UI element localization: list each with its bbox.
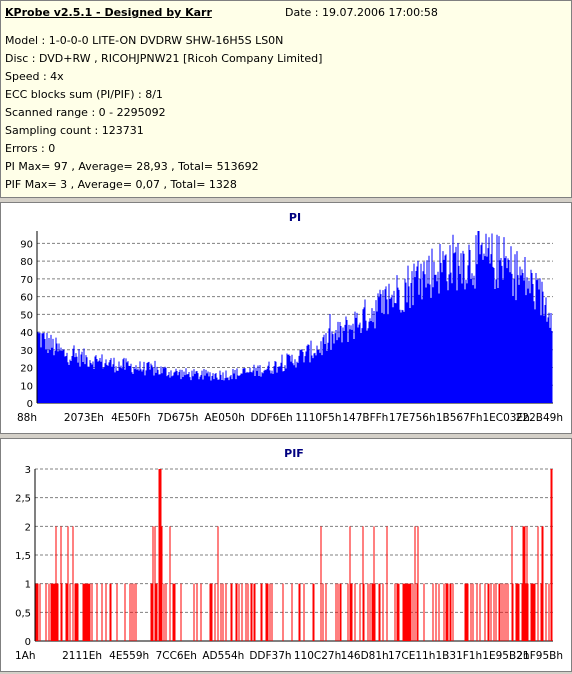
app-title: KProbe v2.5.1 - Designed by Karr xyxy=(5,6,212,19)
pif-chart: PIF 0 0,5 1 1,5 2 2,5 3 1Ah 2111Eh 4E559h 7CC6Eh AD5… xyxy=(15,447,563,662)
pi-x-tick-label: AE050h xyxy=(204,412,245,424)
pif-y-tick-label: 0 xyxy=(25,637,31,648)
info-model: Model : 1-0-0-0 LITE-ON DVDRW SHW-16H5S … xyxy=(5,34,284,47)
pif-x-tick-label: 1B31F1h xyxy=(436,650,483,662)
pif-y-tick-label: 2,5 xyxy=(15,494,31,505)
pif-y-tick-label: 1 xyxy=(25,580,31,591)
pi-x-tick-label: 2073Eh xyxy=(64,412,104,424)
pi-chart-title: PI xyxy=(289,211,301,224)
pif-x-tick-label: AD554h xyxy=(202,650,244,662)
pi-series xyxy=(37,231,553,403)
pif-x-tick-label: 4E559h xyxy=(109,650,149,662)
pi-y-tick-label: 30 xyxy=(20,346,33,357)
pif-y-tick-label: 2 xyxy=(25,522,31,533)
pif-x-tick-label: 1Ah xyxy=(15,650,36,662)
pif-x-tick-label: 2111Eh xyxy=(62,650,102,662)
pi-x-tick-label: 222B49h xyxy=(516,412,563,424)
pif-y-tick-label: 0,5 xyxy=(15,608,31,619)
pi-y-tick-label: 70 xyxy=(20,275,33,286)
pi-x-tick-label: 88h xyxy=(17,412,37,424)
info-speed: Speed : 4x xyxy=(5,70,64,83)
pif-x-tick-label: 110C27h xyxy=(294,650,341,662)
info-pi-stats: PI Max= 97 , Average= 28,93 , Total= 513… xyxy=(5,160,259,173)
info-pif-stats: PIF Max= 3 , Average= 0,07 , Total= 1328 xyxy=(5,178,237,191)
info-sampling-count: Sampling count : 123731 xyxy=(5,124,144,137)
pi-y-tick-label: 10 xyxy=(20,381,33,392)
pif-chart-panel: PIF 0 0,5 1 1,5 2 2,5 3 1Ah 2111Eh 4E559h 7CC6Eh AD5… xyxy=(0,438,572,672)
pi-x-tick-label: 1EC03Eh xyxy=(482,412,529,424)
info-errors: Errors : 0 xyxy=(5,142,56,155)
info-ecc-blocks: ECC blocks sum (PI/PIF) : 8/1 xyxy=(5,88,163,101)
pif-x-tick-label: DDF37h xyxy=(249,650,291,662)
pi-x-tick-label: 1110F5h xyxy=(295,412,341,424)
pif-x-tick-label: 21F95Bh xyxy=(516,650,563,662)
pi-x-tick-label: 147BFFh xyxy=(342,412,388,424)
pi-y-tick-label: 40 xyxy=(20,328,33,339)
pif-x-tick-label: 146D81h xyxy=(341,650,389,662)
pi-chart: PI 0 10 20 30 40 50 60 70 80 90 88h 2073Eh 4E50Fh 7D67… xyxy=(17,211,563,424)
info-scanned-range: Scanned range : 0 - 2295092 xyxy=(5,106,166,119)
pi-y-tick-label: 50 xyxy=(20,310,33,321)
pi-x-tick-label: 7D675h xyxy=(157,412,198,424)
pi-x-tick-label: DDF6Eh xyxy=(250,412,292,424)
pi-y-tick-label: 0 xyxy=(27,399,33,410)
pif-x-tick-label: 1E95B2h xyxy=(482,650,529,662)
pi-y-tick-label: 60 xyxy=(20,293,33,304)
info-disc: Disc : DVD+RW , RICOHJPNW21 [Ricoh Compa… xyxy=(5,52,323,65)
scan-date: Date : 19.07.2006 17:00:58 xyxy=(285,6,438,19)
pif-y-tick-label: 1,5 xyxy=(15,551,31,562)
pif-chart-title: PIF xyxy=(284,447,304,460)
pif-series xyxy=(35,469,553,641)
pif-x-tick-label: 7CC6Eh xyxy=(156,650,197,662)
pi-x-tick-label: 17E756h xyxy=(389,412,436,424)
pi-x-tick-label: 1B567Fh xyxy=(436,412,483,424)
pi-chart-panel: PI 0 10 20 30 40 50 60 70 80 90 88h 2073Eh 4E50Fh 7D67… xyxy=(0,202,572,434)
pi-y-tick-label: 20 xyxy=(20,364,33,375)
scan-info-panel: KProbe v2.5.1 - Designed by Karr Date : … xyxy=(0,0,572,198)
pi-y-tick-label: 80 xyxy=(20,257,33,268)
pi-x-tick-label: 4E50Fh xyxy=(111,412,150,424)
pif-y-tick-label: 3 xyxy=(25,465,31,476)
pi-y-tick-label: 90 xyxy=(20,239,33,250)
pif-x-tick-label: 17CE11h xyxy=(388,650,435,662)
